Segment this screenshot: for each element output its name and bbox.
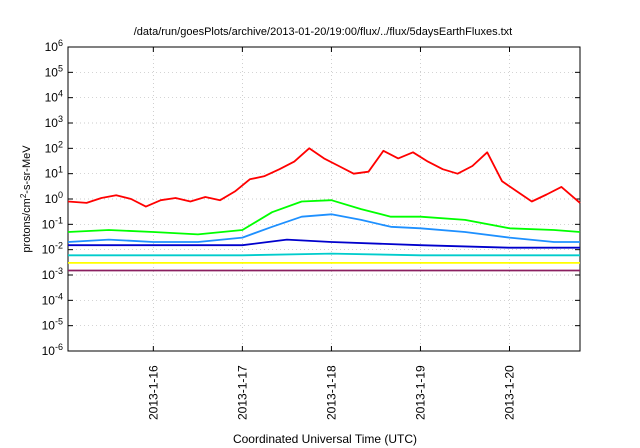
y-tick-exponent: 5 xyxy=(58,63,63,73)
y-tick-label: 10-4 xyxy=(42,291,63,307)
y-tick-base: 10 xyxy=(42,344,56,358)
y-axis-label: protons/cm2-s-sr-MeV xyxy=(19,145,33,253)
x-tick-label: 2013-1-16 xyxy=(146,365,160,420)
series-line xyxy=(68,238,580,249)
x-axis-label: Coordinated Universal Time (UTC) xyxy=(233,432,417,446)
y-axis-label-sup: 2 xyxy=(19,193,28,198)
series-lines xyxy=(67,147,581,272)
y-tick-label: 106 xyxy=(45,38,63,54)
y-tick-base: 10 xyxy=(45,91,59,105)
y-tick-base: 10 xyxy=(45,116,59,130)
series-line xyxy=(67,213,580,243)
y-tick-exponent: 3 xyxy=(58,114,63,124)
y-tick-exponent: -4 xyxy=(55,291,63,301)
x-tick-label: 2013-1-19 xyxy=(413,365,427,420)
x-tick-label: 2013-1-17 xyxy=(235,365,249,420)
y-tick-exponent: -6 xyxy=(55,342,63,352)
axis-ticks: 10-610-510-410-310-210-11001011021031041… xyxy=(42,38,580,420)
y-tick-base: 10 xyxy=(42,268,56,282)
y-tick-label: 10-2 xyxy=(42,241,63,257)
y-tick-base: 10 xyxy=(42,319,56,333)
y-tick-base: 10 xyxy=(45,40,59,54)
y-tick-exponent: -1 xyxy=(55,215,63,225)
y-tick-exponent: 1 xyxy=(58,165,63,175)
series-line xyxy=(67,147,581,208)
y-tick-label: 101 xyxy=(45,165,63,181)
y-tick-label: 10-6 xyxy=(42,342,63,358)
y-tick-exponent: 0 xyxy=(58,190,63,200)
y-tick-base: 10 xyxy=(45,141,59,155)
x-tick-label: 2013-1-20 xyxy=(503,365,517,420)
y-tick-label: 103 xyxy=(45,114,63,130)
y-tick-exponent: -3 xyxy=(55,266,63,276)
y-tick-label: 10-5 xyxy=(42,317,63,333)
y-tick-base: 10 xyxy=(42,293,56,307)
y-tick-label: 104 xyxy=(45,89,63,105)
y-tick-base: 10 xyxy=(45,192,59,206)
y-tick-label: 102 xyxy=(45,139,63,155)
y-axis-label-suffix: -s-sr-MeV xyxy=(21,145,33,194)
y-tick-exponent: 4 xyxy=(58,89,63,99)
y-tick-exponent: 6 xyxy=(58,38,63,48)
y-tick-exponent: -2 xyxy=(55,241,63,251)
y-tick-base: 10 xyxy=(42,243,56,257)
y-tick-base: 10 xyxy=(45,65,59,79)
series-line xyxy=(67,199,581,236)
y-tick-label: 100 xyxy=(45,190,63,206)
y-tick-base: 10 xyxy=(42,217,56,231)
grid xyxy=(68,47,580,351)
y-tick-exponent: -5 xyxy=(55,317,63,327)
y-tick-base: 10 xyxy=(45,167,59,181)
chart-title: /data/run/goesPlots/archive/2013-01-20/1… xyxy=(134,26,513,38)
y-tick-exponent: 2 xyxy=(58,139,63,149)
series-line xyxy=(68,252,580,257)
y-axis-label-prefix: protons/cm xyxy=(21,198,33,252)
y-tick-label: 105 xyxy=(45,63,63,79)
y-tick-label: 10-3 xyxy=(42,266,63,282)
y-tick-label: 10-1 xyxy=(42,215,63,231)
x-tick-label: 2013-1-18 xyxy=(324,365,338,420)
